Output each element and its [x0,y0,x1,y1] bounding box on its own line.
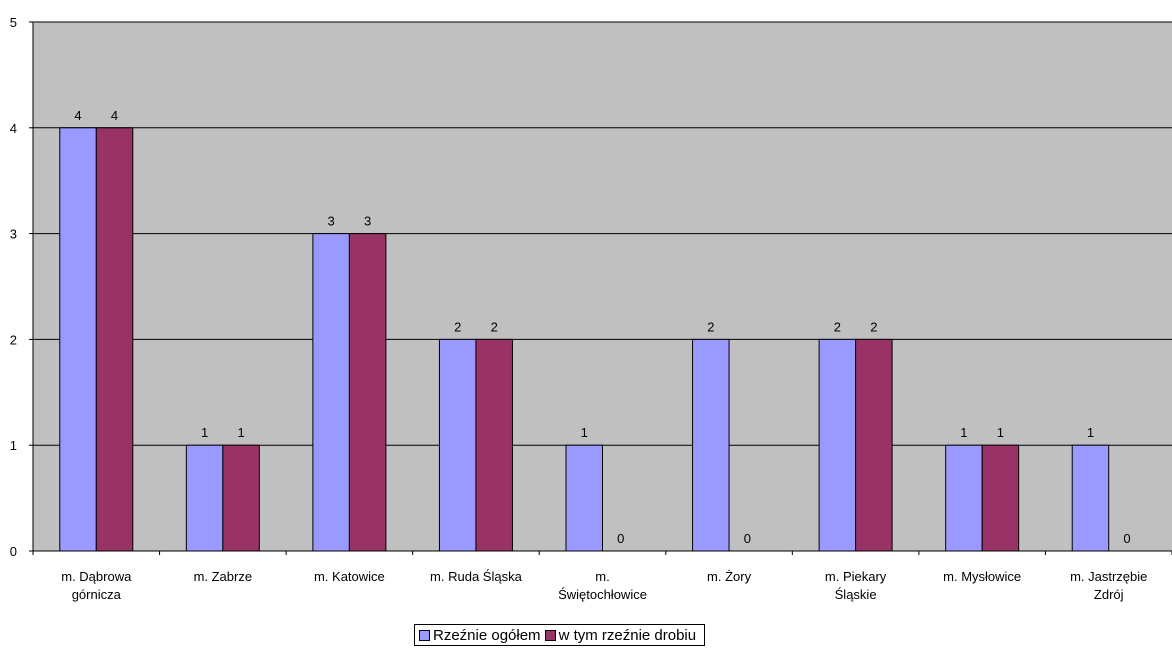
y-axis-ticks: 0 1 2 3 4 5 [10,15,1172,559]
data-label-series-1-cat-1: 4 [74,108,81,123]
bar-series-2-cat-2 [222,444,260,552]
bar-series-1-cat-8 [945,444,983,552]
category-label-5: m. [595,569,609,584]
data-label-series-2-cat-4: 2 [491,319,498,334]
bar-series-2-cat-1 [95,127,134,552]
data-label-series-1-cat-5: 1 [581,425,588,440]
category-label-1: m. Dąbrowa [61,569,132,584]
y-tick-label-4: 4 [10,121,17,136]
y-tick-label-2: 2 [10,332,17,347]
bar-series-1-cat-4 [438,338,477,552]
bar-series-1-cat-5 [565,444,603,552]
category-label-7: m. Piekary [825,569,887,584]
bar-series-1-cat-2 [185,444,224,552]
bars [59,127,1110,552]
y-tick-label-0: 0 [10,544,17,559]
y-tick-label-1: 1 [10,438,17,453]
category-label-6: m. Żory [707,569,752,584]
bar-series-2-cat-4 [475,338,513,552]
legend-item-series-1: Rzeźnie ogółem [419,627,541,644]
data-label-series-2-cat-1: 4 [111,108,118,123]
bar-series-2-cat-7 [855,338,893,552]
legend: Rzeźnie ogółem w tym rzeźnie drobiu [414,624,706,646]
data-label-series-1-cat-9: 1 [1087,425,1094,440]
bar-series-1-cat-7 [818,338,857,552]
data-label-series-2-cat-5: 0 [617,531,624,546]
legend-swatch-series-2 [544,629,556,641]
bar-chart: 0 1 2 3 4 5 4 4 1 1 3 3 2 2 1 0 2 0 2 2 1 1 1 0 m. Dąbrowa górn… [10,15,1172,602]
data-label-series-1-cat-6: 2 [707,319,714,334]
data-label-series-2-cat-9: 0 [1123,531,1130,546]
data-label-series-2-cat-7: 2 [870,319,877,334]
bar-series-1-cat-6 [692,338,730,552]
data-label-series-1-cat-4: 2 [454,319,461,334]
category-label-8: m. Mysłowice [943,569,1021,584]
category-label-5-line-2: Świętochłowice [558,587,647,602]
category-labels: m. Dąbrowa górnicza m. Zabrze m. Katowice m.… [61,569,1147,602]
bar-series-1-cat-3 [312,233,350,552]
legend-swatch-series-1 [419,629,430,641]
bar-series-1-cat-1 [59,127,97,552]
data-label-series-1-cat-8: 1 [960,425,967,440]
data-label-series-2-cat-8: 1 [997,425,1004,440]
category-label-1-line-2: górnicza [72,587,122,602]
bar-series-1-cat-9 [1071,444,1110,552]
legend-label-series-1: Rzeźnie ogółem [433,626,541,644]
category-label-4: m. Ruda Śląska [430,569,523,584]
category-label-9: m. Jastrzębie [1070,569,1147,584]
category-label-9-line-2: Zdrój [1094,587,1124,602]
data-label-series-1-cat-7: 2 [834,319,841,334]
data-label-series-1-cat-3: 3 [328,214,335,229]
legend-item-series-2: w tym rzeźnie drobiu [544,626,697,644]
legend-label-series-2: w tym rzeźnie drobiu [558,626,697,644]
y-tick-label-5: 5 [10,15,17,30]
bar-series-2-cat-3 [348,233,387,552]
category-label-3: m. Katowice [314,569,385,584]
data-label-series-2-cat-3: 3 [364,214,371,229]
data-label-series-1-cat-2: 1 [201,425,208,440]
data-label-series-2-cat-2: 1 [237,425,244,440]
bar-series-2-cat-8 [981,444,1020,552]
data-labels: 4 4 1 1 3 3 2 2 1 0 2 0 2 2 1 1 1 0 [74,108,1130,546]
category-label-2: m. Zabrze [194,569,253,584]
data-label-series-2-cat-6: 0 [744,531,751,546]
category-label-7-line-2: Śląskie [835,587,877,602]
y-tick-label-3: 3 [10,227,17,242]
